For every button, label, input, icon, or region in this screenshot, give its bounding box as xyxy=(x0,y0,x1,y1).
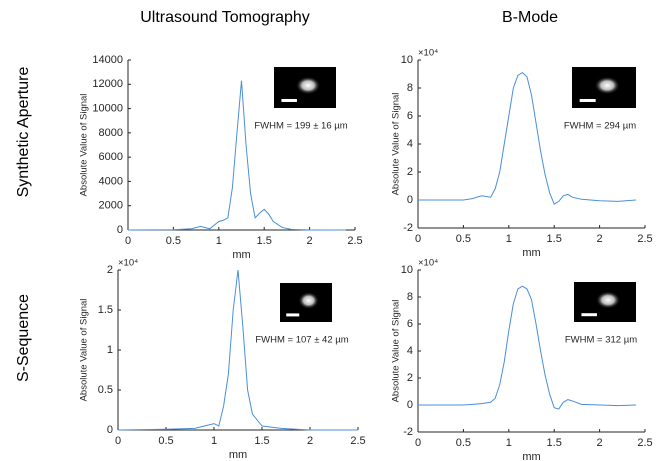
signal-line xyxy=(418,71,636,205)
y-tick-label: 6 xyxy=(407,110,413,122)
x-tick-label: 0.5 xyxy=(158,435,173,447)
row-label: Synthetic Aperture xyxy=(15,67,32,198)
scale-bar xyxy=(281,98,297,102)
x-tick-label: 2.5 xyxy=(350,435,365,447)
y-tick-label: 8 xyxy=(407,291,413,303)
y-tick-label: 2 xyxy=(407,166,413,178)
scale-bar xyxy=(286,313,300,317)
y-tick-label: 4 xyxy=(407,345,413,357)
x-tick-label: 0 xyxy=(415,233,421,245)
x-tick-label: 1 xyxy=(506,437,512,449)
signal-line xyxy=(117,269,358,431)
y-axis-label: Absolute Value of Signal xyxy=(79,94,90,197)
x-tick-label: 2 xyxy=(597,233,603,245)
annotation: FWHM = 294 µm xyxy=(564,121,636,132)
y-tick-label: 10 xyxy=(401,54,413,66)
x-tick-label: 2.5 xyxy=(347,235,362,247)
axis-multiplier: ×10⁴ xyxy=(118,258,138,269)
x-axis-label: mm xyxy=(522,247,540,259)
scale-bar xyxy=(581,313,597,317)
x-axis-label: mm xyxy=(232,249,250,261)
x-tick-label: 1.5 xyxy=(257,235,272,247)
y-tick-label: 2000 xyxy=(99,200,123,212)
y-tick-label: 8 xyxy=(407,82,413,94)
x-tick-label: 1 xyxy=(211,435,217,447)
y-tick-label: 0 xyxy=(407,399,413,411)
x-tick-label: 2.5 xyxy=(637,233,652,245)
y-tick-label: 6 xyxy=(407,318,413,330)
inset-spot xyxy=(594,76,620,95)
x-tick-label: 2 xyxy=(307,435,313,447)
annotation: FWHM = 107 ± 42 µm xyxy=(255,335,348,346)
x-tick-label: 0.5 xyxy=(456,233,471,245)
y-tick-label: -2 xyxy=(403,426,413,438)
inset-spot xyxy=(295,76,321,95)
x-axis-label: mm xyxy=(522,451,540,461)
x-tick-label: 1.5 xyxy=(547,233,562,245)
y-tick-label: 1 xyxy=(107,344,113,356)
y-axis-label: Absolute Value of Signal xyxy=(391,93,402,196)
x-tick-label: 0 xyxy=(415,437,421,449)
x-tick-label: 1.5 xyxy=(254,435,269,447)
x-tick-label: 2 xyxy=(307,235,313,247)
x-tick-label: 1.5 xyxy=(547,437,562,449)
y-tick-label: 14000 xyxy=(92,54,123,66)
y-tick-label: 1.5 xyxy=(98,304,113,316)
y-tick-label: 4000 xyxy=(99,175,123,187)
inset-spot xyxy=(298,291,319,310)
axis-multiplier: ×10⁴ xyxy=(418,258,438,269)
y-axis-label: Absolute Value of Signal xyxy=(79,299,90,402)
y-axis-label: Absolute Value of Signal xyxy=(391,300,402,403)
annotation: FWHM = 199 ± 16 µm xyxy=(254,121,347,132)
scale-bar xyxy=(579,98,596,102)
y-tick-label: 0 xyxy=(407,194,413,206)
x-tick-label: 0 xyxy=(125,235,131,247)
y-tick-label: 8000 xyxy=(99,127,123,139)
x-tick-label: 1 xyxy=(506,233,512,245)
row-label: S-Sequence xyxy=(15,294,32,382)
column-title: Ultrasound Tomography xyxy=(140,9,310,26)
y-tick-label: 6000 xyxy=(99,151,123,163)
annotation: FWHM = 312 µm xyxy=(565,335,637,346)
y-tick-label: 10000 xyxy=(92,102,123,114)
y-tick-label: 2 xyxy=(407,372,413,384)
x-tick-label: 0 xyxy=(115,435,121,447)
column-title: B-Mode xyxy=(502,9,558,26)
y-tick-label: 10 xyxy=(401,264,413,276)
x-tick-label: 1 xyxy=(216,235,222,247)
y-tick-label: 0 xyxy=(107,424,113,436)
y-tick-label: 12000 xyxy=(92,78,123,90)
y-tick-label: 0.5 xyxy=(98,384,113,396)
axis-multiplier: ×10⁴ xyxy=(418,48,438,59)
y-tick-label: 0 xyxy=(117,224,123,236)
x-tick-label: 2 xyxy=(597,437,603,449)
x-tick-label: 0.5 xyxy=(456,437,471,449)
y-tick-label: 4 xyxy=(407,138,413,150)
x-tick-label: 2.5 xyxy=(637,437,652,449)
y-tick-label: -2 xyxy=(403,222,413,234)
y-tick-label: 2 xyxy=(107,264,113,276)
inset-spot xyxy=(595,291,621,309)
x-axis-label: mm xyxy=(229,449,247,461)
x-tick-label: 0.5 xyxy=(166,235,181,247)
signal-line xyxy=(127,80,346,231)
signal-line xyxy=(418,285,636,410)
